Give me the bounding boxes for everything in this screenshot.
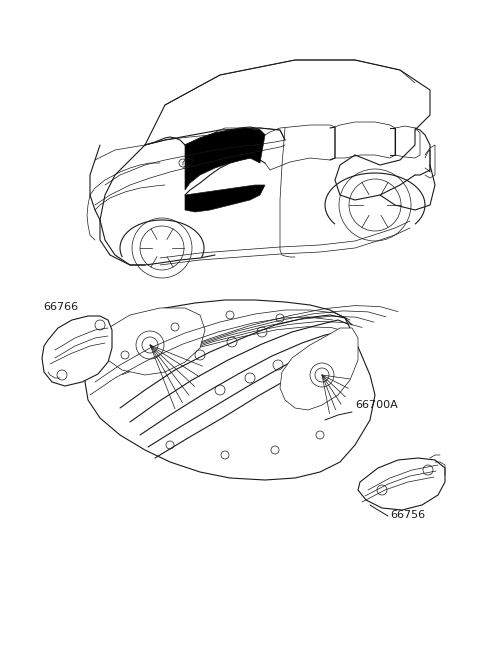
Text: 66766: 66766 [43, 302, 78, 312]
Polygon shape [185, 185, 265, 212]
Text: 66700A: 66700A [355, 400, 398, 410]
Ellipse shape [71, 354, 85, 363]
Text: 66756: 66756 [390, 510, 425, 520]
Polygon shape [42, 316, 112, 386]
Polygon shape [358, 458, 445, 510]
Polygon shape [85, 300, 375, 480]
Polygon shape [280, 328, 358, 410]
Ellipse shape [67, 351, 89, 365]
Polygon shape [95, 308, 205, 375]
Polygon shape [185, 128, 265, 190]
